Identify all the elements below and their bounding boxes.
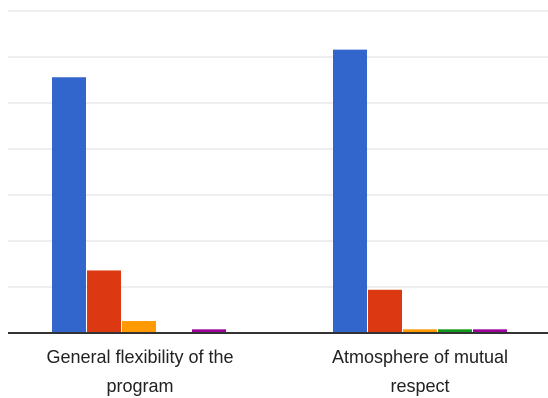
x-tick-label: program [106,376,173,396]
x-tick-label: Atmosphere of mutual [332,347,508,367]
bar [368,289,402,333]
bar [438,329,472,333]
bar-layer [52,49,507,334]
grid-layer [8,10,548,288]
x-tick-label: respect [390,376,449,396]
bar [192,329,226,333]
category-labels: General flexibility of the program Atmosph… [46,347,508,396]
bar [87,270,121,333]
bar [122,321,156,333]
bar [473,329,507,333]
bar [333,49,367,333]
x-tick-label: General flexibility of the [46,347,233,367]
bar [52,77,86,334]
bar [403,329,437,333]
